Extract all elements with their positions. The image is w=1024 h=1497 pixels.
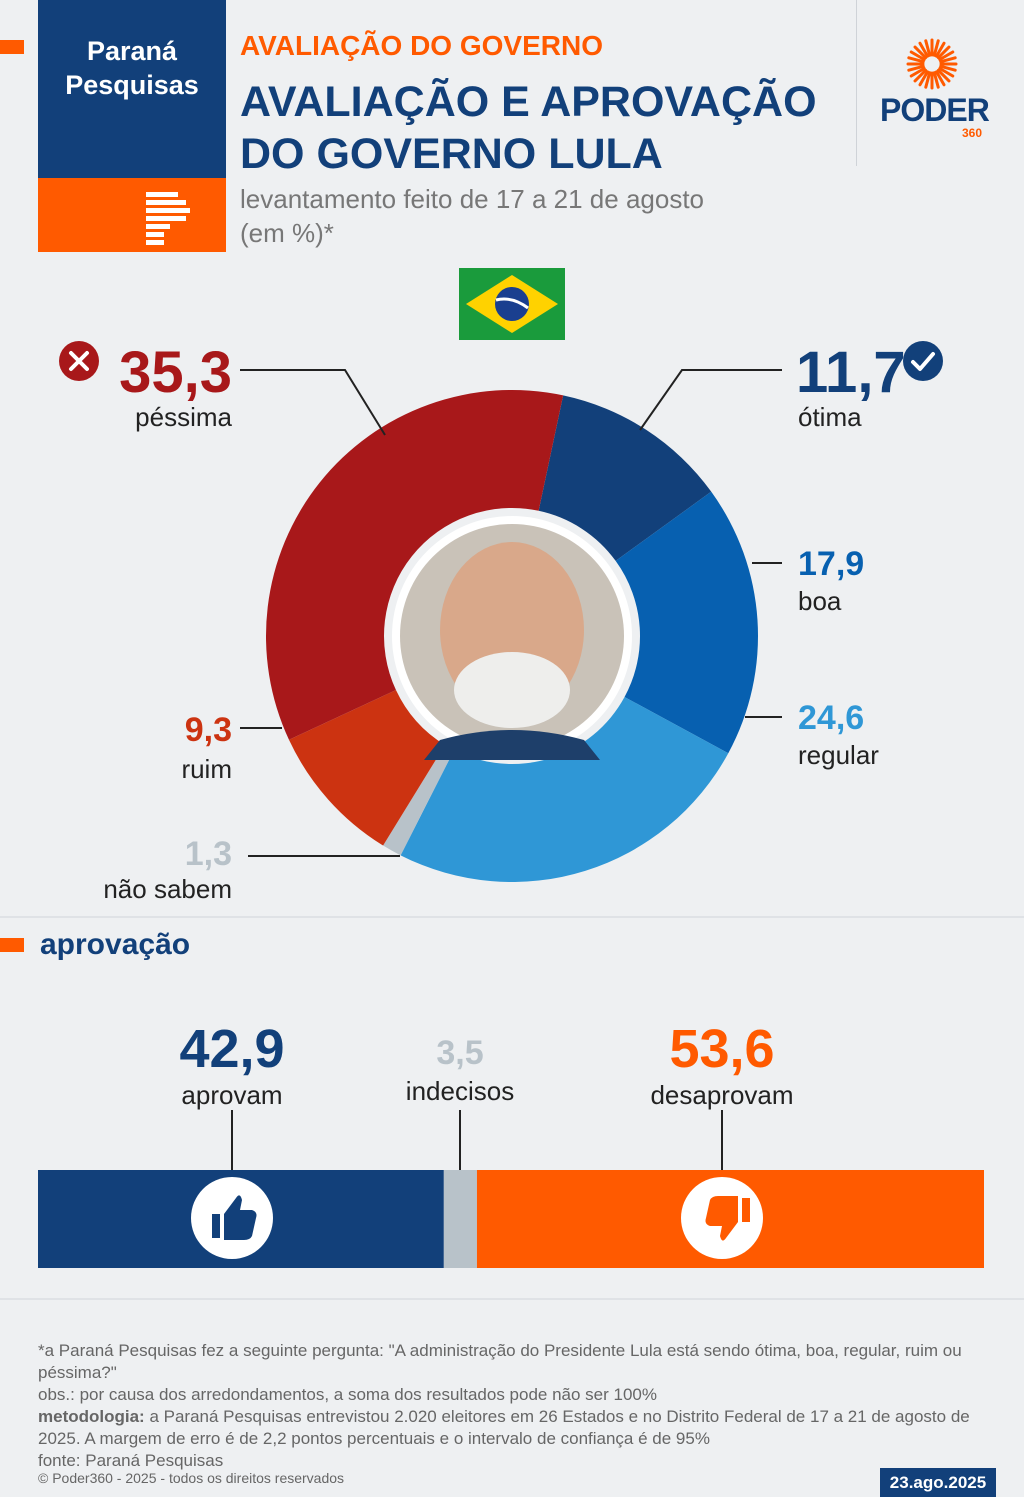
- header-divider: [856, 0, 857, 166]
- section-divider: [0, 916, 1024, 918]
- value-aprovam: 42,9: [179, 1019, 285, 1079]
- footnote: *a Paraná Pesquisas fez a seguinte pergu…: [38, 1340, 988, 1472]
- slice-otima: [538, 395, 712, 561]
- label-aprovam: aprovam: [181, 1080, 283, 1110]
- portrait-beard: [454, 652, 570, 728]
- footnote-obs: obs.: por causa dos arredondamentos, a s…: [38, 1385, 657, 1404]
- section-title: aprovação: [40, 928, 191, 961]
- method-text: a Paraná Pesquisas entrevistou 2.020 ele…: [38, 1407, 970, 1448]
- footnote-question: *a Paraná Pesquisas fez a seguinte pergu…: [38, 1341, 962, 1382]
- publish-date: 23.ago.2025: [880, 1468, 996, 1497]
- label-ruim: ruim: [181, 754, 232, 784]
- slice-boa: [615, 491, 758, 754]
- leader-line-otima: [639, 369, 782, 431]
- slice-nao-sabem: [383, 745, 455, 856]
- brand-box: Paraná Pesquisas: [38, 0, 226, 178]
- footnote-source: fonte: Paraná Pesquisas: [38, 1451, 224, 1470]
- value-pessima: 35,3: [119, 340, 232, 405]
- thumbs-up-icon: [191, 1177, 273, 1259]
- sun-logo-icon: [906, 38, 958, 90]
- value-nao-sabem: 1,3: [184, 835, 232, 873]
- method-label: metodologia:: [38, 1407, 145, 1426]
- brand-logo-box: [38, 178, 226, 252]
- slice-regular: [400, 696, 729, 882]
- kicker: AVALIAÇÃO DO GOVERNO: [240, 30, 603, 61]
- slice-pessima: [266, 390, 564, 740]
- brazil-flag-icon: [459, 268, 565, 340]
- title-line1: AVALIAÇÃO E APROVAÇÃO: [240, 78, 817, 126]
- value-desaprovam: 53,6: [669, 1019, 775, 1079]
- label-indecisos: indecisos: [405, 1076, 515, 1106]
- label-desaprovam: desaprovam: [650, 1080, 794, 1110]
- bar-indecisos: [443, 1170, 477, 1268]
- label-otima: ótima: [798, 402, 862, 432]
- brand-name-line1: Paraná: [86, 36, 178, 66]
- leader-line-pessima: [240, 369, 386, 436]
- label-boa: boa: [798, 586, 842, 616]
- subtitle-line1: levantamento feito de 17 a 21 de agosto: [240, 184, 705, 214]
- value-ruim: 9,3: [184, 711, 232, 749]
- brand-name-line2: Pesquisas: [65, 70, 199, 100]
- subtitle: levantamento feito de 17 a 21 de agosto …: [240, 182, 704, 250]
- slice-ruim: [288, 690, 445, 846]
- parana-pesquisas-logo-icon: [146, 192, 190, 245]
- label-nao-sabem: não sabem: [103, 874, 232, 904]
- page-title: AVALIAÇÃO E APROVAÇÃO DO GOVERNO LULA: [240, 76, 850, 180]
- value-indecisos: 3,5: [436, 1034, 484, 1072]
- footnote-method: metodologia: a Paraná Pesquisas entrevis…: [38, 1406, 988, 1450]
- section-accent: [0, 938, 24, 952]
- poder-logo-360: 360: [962, 126, 983, 140]
- thumbs-down-icon: [681, 1177, 763, 1259]
- poder-logo: PODER: [880, 92, 990, 128]
- label-pessima: péssima: [135, 402, 232, 432]
- approval-bar-chart: [38, 1110, 984, 1268]
- label-regular: regular: [798, 740, 879, 770]
- check-circle-icon: [903, 341, 943, 381]
- value-boa: 17,9: [798, 545, 865, 583]
- value-otima: 11,7: [796, 340, 906, 405]
- donut-chart: [240, 369, 782, 882]
- copyright: © Poder360 - 2025 - todos os direitos re…: [38, 1470, 345, 1486]
- subtitle-line2: (em %)*: [240, 218, 334, 248]
- x-circle-icon: [59, 341, 99, 381]
- value-regular: 24,6: [798, 699, 865, 737]
- title-line2: DO GOVERNO LULA: [240, 130, 663, 178]
- accent-bar: [0, 40, 24, 54]
- footer-divider: [0, 1298, 1024, 1300]
